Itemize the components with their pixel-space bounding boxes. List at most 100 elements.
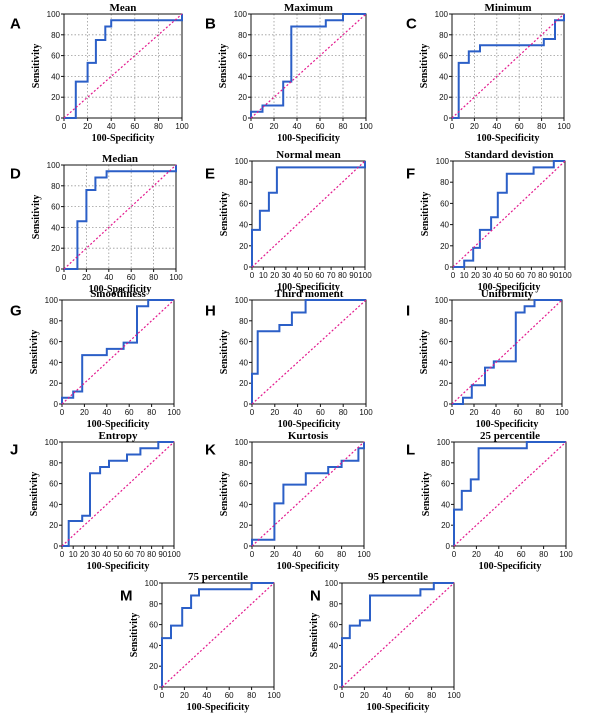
y-tick-label: 20 (439, 379, 448, 388)
panel-title: Third moment (275, 288, 344, 300)
plot-frame (453, 441, 567, 547)
x-tick-label: 0 (160, 691, 165, 700)
y-tick-label: 0 (244, 263, 249, 272)
reference-diagonal (63, 164, 177, 270)
x-tick-label: 80 (538, 271, 547, 280)
x-tick-label: 0 (340, 691, 345, 700)
x-tick-label: 60 (514, 408, 523, 417)
y-tick-label: 80 (51, 182, 60, 191)
y-axis-label: Sensitivity (219, 192, 230, 236)
x-axis-label: 100-Specificity (187, 702, 250, 713)
y-tick-label: 20 (440, 242, 449, 251)
panel-title: Minimum (484, 2, 531, 14)
y-tick-label: 40 (239, 500, 248, 509)
x-tick-label: 80 (339, 408, 348, 417)
x-tick-label: 90 (549, 271, 558, 280)
y-tick-label: 60 (440, 199, 449, 208)
x-tick-label: 100 (359, 122, 373, 131)
y-tick-label: 100 (47, 161, 61, 170)
y-tick-label: 40 (439, 72, 448, 81)
x-tick-label: 0 (250, 271, 255, 280)
x-tick-label: 100 (167, 550, 181, 559)
y-axis-label: Sensitivity (29, 472, 40, 516)
y-tick-label: 100 (235, 296, 249, 305)
x-tick-label: 60 (517, 550, 526, 559)
reference-diagonal (161, 582, 275, 688)
x-tick-label: 70 (327, 271, 336, 280)
reference-diagonal (250, 13, 367, 119)
x-tick-label: 0 (62, 122, 67, 131)
x-tick-label: 0 (450, 408, 455, 417)
x-tick-label: 70 (136, 550, 145, 559)
y-tick-label: 100 (435, 296, 449, 305)
x-tick-label: 60 (516, 271, 525, 280)
y-tick-label: 40 (440, 221, 449, 230)
x-tick-label: 80 (154, 122, 163, 131)
y-tick-label: 20 (239, 242, 248, 251)
x-tick-label: 20 (80, 550, 89, 559)
y-tick-label: 0 (244, 400, 249, 409)
x-tick-label: 20 (270, 122, 279, 131)
y-tick-label: 100 (325, 579, 339, 588)
x-tick-label: 40 (382, 691, 391, 700)
panel-letter: E (205, 165, 215, 182)
x-tick-label: 80 (338, 271, 347, 280)
y-tick-label: 20 (49, 521, 58, 530)
y-tick-label: 60 (239, 480, 248, 489)
roc-curve (251, 161, 366, 267)
x-tick-label: 60 (515, 122, 524, 131)
roc-curve (452, 14, 565, 119)
panel-letter: G (10, 302, 22, 319)
y-axis-label: Sensitivity (421, 472, 432, 516)
panel-letter: D (10, 165, 21, 182)
panel-title: Mean (110, 2, 137, 14)
y-tick-label: 80 (49, 459, 58, 468)
x-tick-label: 100 (175, 122, 189, 131)
x-tick-label: 60 (130, 122, 139, 131)
x-tick-label: 20 (470, 408, 479, 417)
roc-curve (64, 14, 183, 119)
panel-title: Kurtosis (288, 430, 329, 442)
y-tick-label: 100 (45, 296, 59, 305)
y-tick-label: 80 (441, 459, 450, 468)
roc-panel-c: C Minimum 0 20 40 60 80 100 0 20 40 60 80 100 100-Spec… (406, 2, 571, 144)
roc-panel-h: H Third moment 0 20 40 60 80 100 0 20 40 60 80 100 100… (205, 288, 373, 430)
reference-diagonal (453, 441, 567, 547)
x-tick-label: 40 (493, 271, 502, 280)
plot-frame (251, 441, 365, 547)
roc-panel-i: I Uniformity 0 20 40 60 80 100 0 20 40 60 80 100 100-S… (406, 288, 569, 430)
x-tick-label: 30 (91, 550, 100, 559)
y-axis-label: Sensitivity (309, 613, 320, 657)
y-tick-label: 0 (444, 114, 449, 123)
y-tick-label: 60 (149, 621, 158, 630)
x-tick-label: 80 (337, 550, 346, 559)
y-tick-label: 0 (154, 683, 159, 692)
y-tick-label: 80 (49, 317, 58, 326)
y-tick-label: 80 (440, 178, 449, 187)
roc-curve (341, 582, 454, 687)
y-tick-label: 80 (239, 178, 248, 187)
y-tick-label: 100 (45, 438, 59, 447)
x-tick-label: 0 (452, 550, 457, 559)
y-tick-label: 100 (235, 157, 249, 166)
y-tick-label: 60 (239, 338, 248, 347)
x-tick-label: 60 (125, 408, 134, 417)
y-tick-label: 40 (49, 500, 58, 509)
x-tick-label: 0 (249, 122, 254, 131)
roc-panel-b: B Maximum 0 20 40 60 80 100 0 20 40 60 80 100 100-Spec… (205, 2, 373, 144)
x-tick-label: 100 (559, 550, 573, 559)
plot-frame (451, 13, 565, 119)
x-tick-label: 20 (270, 408, 279, 417)
panel-title: 95 percentile (368, 571, 428, 583)
x-tick-label: 10 (460, 271, 469, 280)
x-tick-label: 20 (471, 271, 480, 280)
x-tick-label: 100 (359, 408, 373, 417)
x-tick-label: 20 (270, 550, 279, 559)
roc-curve (61, 299, 174, 404)
reference-diagonal (452, 160, 566, 268)
reference-diagonal (451, 13, 565, 119)
y-axis-label: Sensitivity (419, 44, 430, 88)
y-tick-label: 80 (239, 317, 248, 326)
y-tick-label: 0 (243, 114, 248, 123)
